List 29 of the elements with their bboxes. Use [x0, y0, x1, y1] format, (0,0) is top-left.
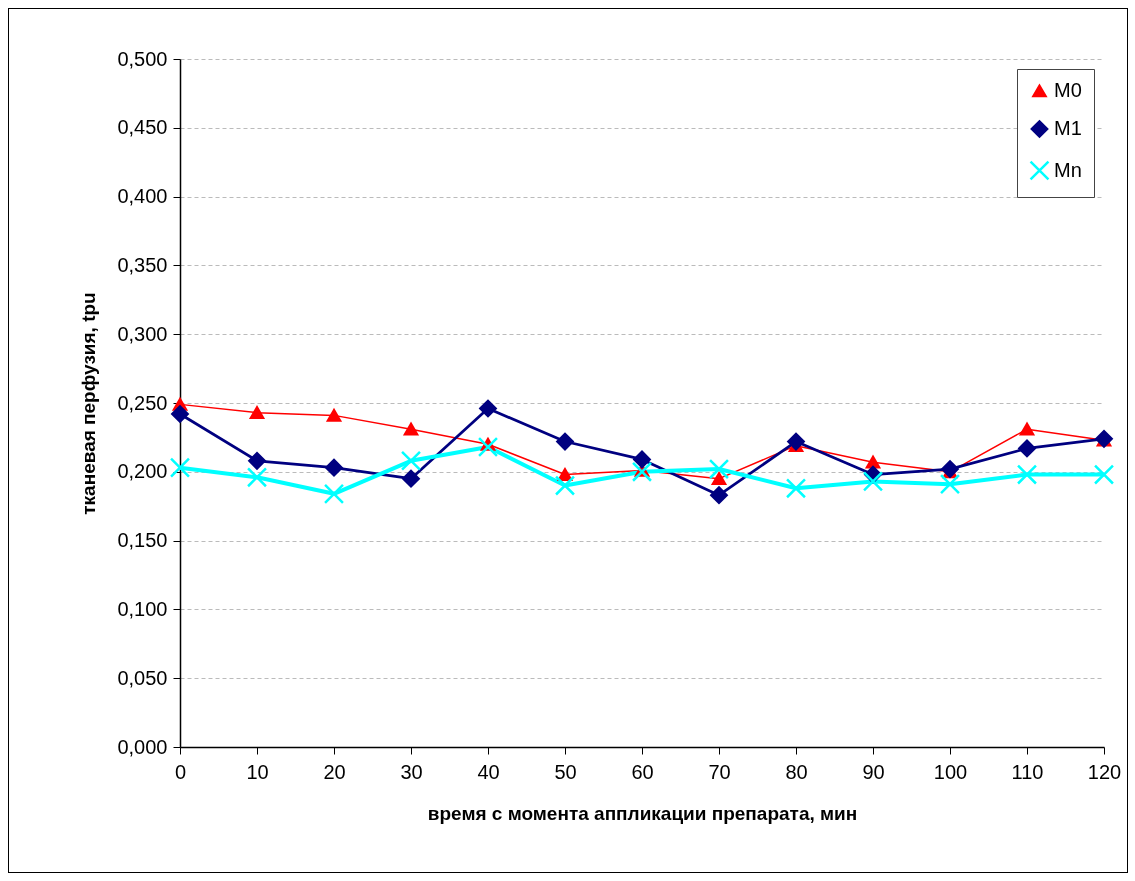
x-tick-label: 60 [631, 760, 654, 783]
y-tick-label: 0,300 [117, 322, 168, 345]
y-tick-label: 0,500 [117, 47, 168, 70]
x-tick-label: 90 [862, 760, 885, 783]
legend-label: M0 [1054, 79, 1082, 101]
y-tick-label: 0,400 [117, 185, 168, 208]
x-tick-label: 50 [554, 760, 577, 783]
x-tick-label: 70 [708, 760, 731, 783]
y-tick-label: 0,050 [117, 666, 168, 689]
y-tick-label: 0,100 [117, 597, 168, 620]
y-tick-label: 0,350 [117, 253, 168, 276]
y-tick-label: 0,450 [117, 116, 168, 139]
x-tick-label: 20 [323, 760, 346, 783]
x-tick-label: 10 [246, 760, 269, 783]
y-tick-label: 0,000 [117, 735, 168, 758]
x-axis-title: время с момента аппликации препарата, мин [427, 802, 858, 824]
x-tick-label: 30 [400, 760, 423, 783]
y-tick-label: 0,250 [117, 391, 168, 414]
x-tick-label: 0 [174, 760, 187, 783]
x-tick-label: 100 [933, 760, 968, 783]
x-tick-label: 110 [1011, 760, 1044, 783]
x-tick-label: 120 [1087, 760, 1122, 783]
y-axis-title: тканевая перфузия, tpu [78, 292, 100, 515]
legend-label: Mn [1054, 158, 1082, 181]
x-tick-label: 80 [785, 760, 808, 783]
y-tick-label: 0,200 [117, 460, 168, 483]
legend-label: M1 [1054, 117, 1082, 139]
y-tick-label: 0,150 [117, 529, 168, 552]
x-tick-label: 40 [477, 760, 500, 783]
